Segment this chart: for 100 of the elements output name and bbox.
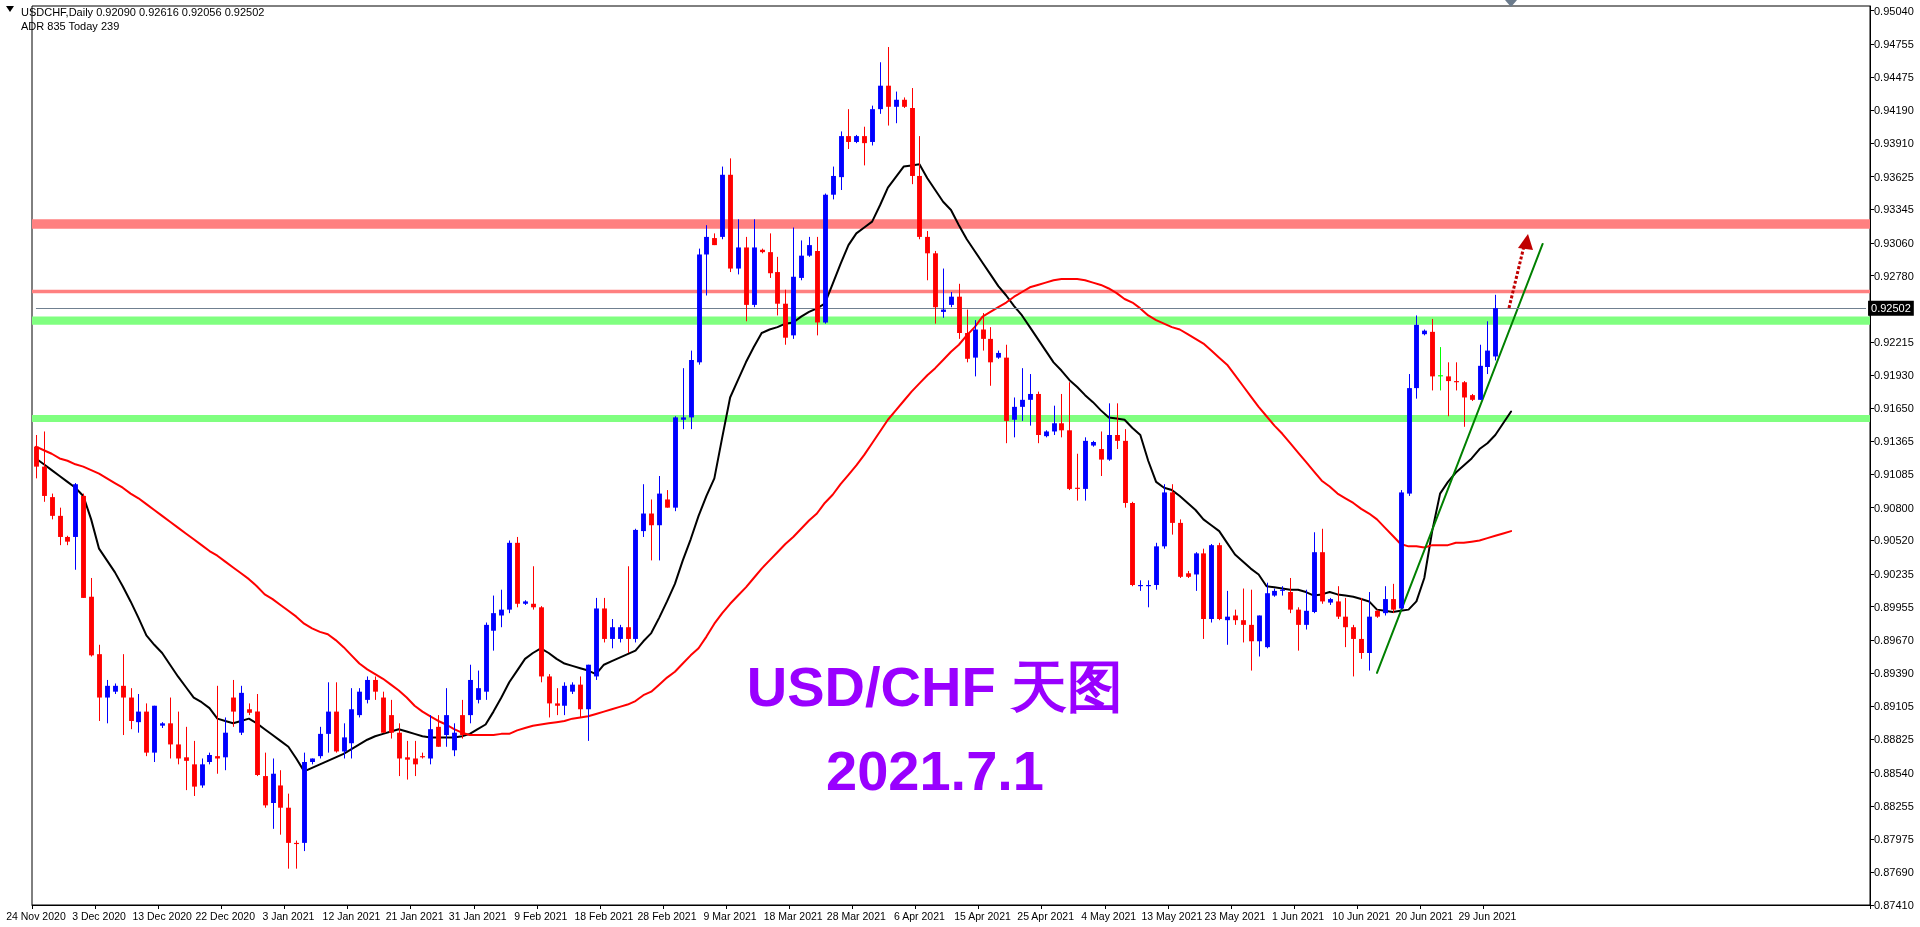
candlestick	[58, 507, 63, 546]
candlestick	[278, 769, 283, 836]
candlestick	[831, 166, 836, 200]
candlestick	[176, 711, 181, 765]
candlestick	[736, 218, 741, 275]
y-tick-label: 0.92780	[1874, 269, 1914, 282]
candlestick	[491, 595, 496, 652]
x-tick-label: 12 Jan 2021	[322, 909, 381, 922]
candlestick	[373, 675, 378, 701]
candlestick	[1115, 402, 1120, 450]
y-tick-label: 0.94190	[1874, 104, 1914, 117]
candlestick	[626, 565, 631, 654]
x-tick-label: 28 Feb 2021	[637, 909, 697, 922]
candlestick	[365, 675, 370, 704]
candlestick	[444, 687, 449, 748]
candlestick	[799, 239, 804, 281]
candlestick	[862, 126, 867, 166]
candlestick	[768, 232, 773, 279]
candlestick	[200, 757, 205, 789]
y-tick-label: 0.87410	[1874, 899, 1914, 911]
y-tick-label: 0.94755	[1874, 38, 1914, 51]
candlestick	[1241, 588, 1246, 643]
y-tick-label: 0.93910	[1874, 137, 1914, 150]
x-tick-label: 13 May 2021	[1141, 909, 1203, 922]
y-tick-label: 0.91085	[1874, 468, 1914, 481]
candlestick	[681, 367, 686, 430]
candlestick	[1052, 405, 1057, 436]
candlestick	[405, 740, 410, 781]
y-tick-label: 0.89670	[1874, 634, 1914, 647]
x-tick-label: 13 Dec 2020	[132, 909, 193, 922]
x-tick-label: 20 Jun 2021	[1395, 909, 1454, 922]
candlestick	[1020, 367, 1025, 422]
y-tick-label: 0.88825	[1874, 733, 1914, 746]
candlestick	[886, 46, 891, 127]
candlestick	[1462, 380, 1467, 428]
candlestick	[878, 61, 883, 115]
candlestick	[342, 722, 347, 759]
candlestick	[1359, 597, 1364, 660]
y-tick-label: 0.90520	[1874, 534, 1914, 547]
candlestick	[1288, 577, 1293, 614]
line-series	[34, 278, 1513, 737]
candlestick	[988, 326, 993, 387]
y-tick-label: 0.87690	[1874, 866, 1914, 879]
x-tick-label: 9 Feb 2021	[514, 909, 568, 922]
candlestick	[981, 312, 986, 352]
y-tick-label: 0.91650	[1874, 402, 1914, 415]
candlestick	[136, 693, 141, 734]
y-tick-label: 0.93060	[1874, 236, 1914, 249]
candlestick	[121, 653, 126, 736]
y-tick-label: 0.94475	[1874, 70, 1914, 83]
chart-title: USDCHF,Daily 0.92090 0.92616 0.92056 0.92502	[21, 5, 265, 18]
candlestick	[1485, 320, 1490, 375]
y-tick-label: 0.95040	[1874, 4, 1914, 17]
candlestick	[846, 108, 851, 150]
candlestick	[105, 679, 110, 724]
candlestick	[1446, 361, 1451, 417]
y-tick-label: 0.89955	[1874, 600, 1914, 613]
candlestick	[357, 687, 362, 718]
candlestick	[1304, 589, 1309, 631]
x-tick-label: 18 Mar 2021	[763, 909, 823, 922]
x-tick-label: 15 Apr 2021	[954, 909, 1012, 922]
ref-line-label: 0.92502	[1871, 302, 1911, 315]
candlestick	[1249, 589, 1254, 672]
candlestick	[555, 687, 560, 716]
candlestick	[326, 681, 331, 754]
candlestick	[649, 498, 654, 561]
candlestick	[184, 726, 189, 791]
candlestick	[610, 618, 615, 649]
annotation: 2021.7.1	[826, 738, 1044, 802]
candlestick	[318, 726, 323, 759]
text: ADR 835 Today 239	[21, 19, 120, 32]
x-tick-label: 1 Jun 2021	[1272, 909, 1325, 922]
candlestick	[129, 687, 134, 730]
y-tick-label: 0.91930	[1874, 369, 1914, 382]
candlestick	[1383, 585, 1388, 616]
y-tick-label: 0.88540	[1874, 766, 1914, 779]
candlestick	[50, 493, 55, 520]
x-tick-label: 6 Apr 2021	[894, 909, 945, 922]
y-tick-label: 0.89390	[1874, 666, 1914, 679]
candlestick	[413, 740, 418, 777]
y-tick-label: 0.90800	[1874, 501, 1914, 514]
candlestick	[1028, 373, 1033, 427]
x-tick-label: 10 Jun 2021	[1332, 909, 1391, 922]
candlestick	[562, 681, 567, 716]
y-tick-label: 0.88255	[1874, 799, 1914, 812]
y-tick-label: 0.87975	[1874, 832, 1914, 845]
x-tick-label: 3 Dec 2020	[72, 909, 127, 922]
x-tick-label: 3 Jan 2021	[262, 909, 315, 922]
y-tick-label: 0.89105	[1874, 700, 1914, 713]
candlestick	[1099, 430, 1104, 477]
candlestick	[389, 699, 394, 740]
x-tick-label: 28 Mar 2021	[826, 909, 886, 922]
y-tick-label: 0.93625	[1874, 170, 1914, 183]
candlestick	[476, 670, 481, 704]
candlestick	[807, 236, 812, 258]
y-tick-label: 0.91365	[1874, 435, 1914, 448]
candlestick	[1343, 597, 1348, 648]
annotation: USD/CHF 天图	[746, 654, 1124, 718]
x-tick-label: 18 Feb 2021	[574, 909, 634, 922]
candlestick	[1296, 606, 1301, 652]
